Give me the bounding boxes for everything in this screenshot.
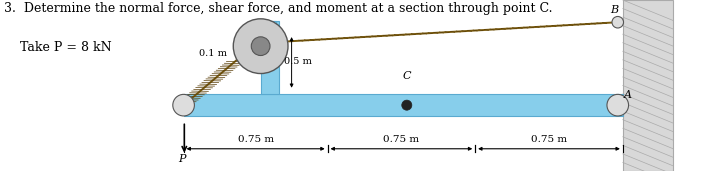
Text: B: B [610,5,618,15]
Text: 0.1 m: 0.1 m [199,49,227,58]
Text: A: A [624,90,631,100]
Text: 0.75 m: 0.75 m [383,135,420,144]
Ellipse shape [173,94,194,116]
Text: 3.  Determine the normal force, shear force, and moment at a section through poi: 3. Determine the normal force, shear for… [4,2,552,15]
Text: C: C [402,71,411,81]
Bar [623,0,673,171]
Text: 0.5 m: 0.5 m [284,57,312,66]
Bar [264,21,276,31]
Bar [184,94,623,116]
Text: 0.75 m: 0.75 m [531,135,567,144]
Ellipse shape [233,19,288,74]
Text: 0.75 m: 0.75 m [238,135,274,144]
Ellipse shape [607,94,629,116]
Ellipse shape [612,16,624,28]
Text: Take P = 8 kN: Take P = 8 kN [4,41,111,54]
Text: P: P [178,154,185,164]
Ellipse shape [251,37,270,56]
Bar [261,21,279,94]
Ellipse shape [402,100,412,110]
